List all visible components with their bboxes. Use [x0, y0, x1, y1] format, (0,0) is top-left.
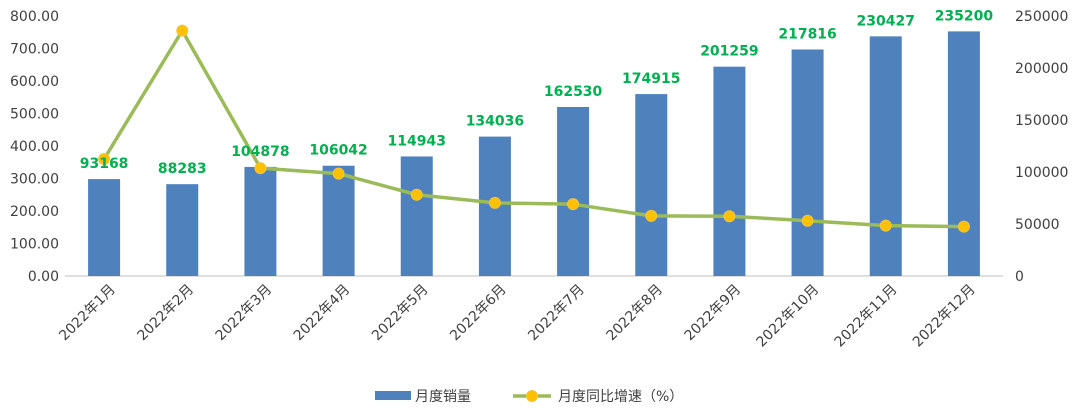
- x-tick-label: 2022年1月: [56, 282, 119, 345]
- bar-data-label: 104878: [231, 144, 289, 160]
- bar: [947, 31, 980, 277]
- left-tick-label: 0.00: [28, 269, 59, 285]
- x-tick-label: 2022年10月: [754, 282, 823, 351]
- right-tick-label: 200000: [1015, 61, 1068, 77]
- left-tick-label: 500.00: [10, 107, 59, 123]
- right-tick-label: 150000: [1015, 113, 1068, 129]
- line-marker: [723, 210, 736, 223]
- bar-series: [88, 31, 980, 277]
- bar: [166, 184, 199, 276]
- x-tick-label: 2022年9月: [682, 282, 745, 345]
- line-marker: [645, 209, 658, 222]
- left-tick-label: 800.00: [10, 9, 59, 25]
- bar-data-label: 217816: [778, 26, 836, 42]
- data-labels: 93168 88283 104878 106042 114943 134036 162530…: [80, 8, 994, 177]
- bar: [791, 49, 824, 276]
- x-tick-label: 2022年6月: [447, 282, 510, 345]
- right-tick-label: 250000: [1015, 9, 1068, 25]
- x-tick-label: 2022年5月: [369, 282, 432, 345]
- bar-data-label: 134036: [466, 114, 524, 130]
- x-axis: 2022年1月 2022年2月 2022年3月 2022年4月 2022年5月 2022年…: [56, 282, 978, 351]
- line-marker: [957, 220, 970, 233]
- line-series: [98, 24, 970, 233]
- line-marker: [176, 24, 189, 37]
- legend: 月度销量 月度同比增速（%）: [375, 389, 683, 405]
- bar-data-label: 174915: [622, 71, 680, 87]
- bar: [713, 66, 746, 276]
- left-tick-label: 300.00: [10, 172, 59, 188]
- left-tick-label: 400.00: [10, 139, 59, 155]
- bar-data-label: 235200: [935, 8, 994, 24]
- line-marker: [332, 167, 345, 180]
- legend-swatch-marker: [526, 390, 538, 402]
- line-marker: [879, 219, 892, 232]
- x-tick-label: 2022年2月: [134, 282, 197, 345]
- bar-data-label: 162530: [544, 84, 603, 100]
- right-axis: 0 50000 100000 150000 200000 250000: [1015, 9, 1068, 285]
- left-tick-label: 700.00: [10, 42, 59, 58]
- x-tick-label: 2022年11月: [832, 282, 901, 351]
- legend-label-bar: 月度销量: [415, 389, 471, 405]
- x-tick-label: 2022年12月: [910, 282, 979, 351]
- x-tick-label: 2022年4月: [291, 282, 354, 345]
- bar: [557, 106, 590, 276]
- line-marker: [254, 162, 267, 175]
- line-marker: [410, 188, 423, 201]
- bar-data-label: 106042: [309, 143, 367, 159]
- bar-data-label: 201259: [700, 44, 758, 60]
- x-tick-label: 2022年8月: [603, 282, 666, 345]
- right-tick-label: 100000: [1015, 165, 1068, 181]
- bar-data-label: 114943: [388, 133, 446, 149]
- left-axis: 0.00 100.00 200.00 300.00 400.00 500.00 600.00…: [10, 9, 59, 285]
- left-tick-label: 200.00: [10, 204, 59, 220]
- bar: [322, 165, 355, 276]
- left-tick-label: 100.00: [10, 237, 59, 253]
- x-tick-label: 2022年3月: [213, 282, 276, 345]
- line-marker: [801, 214, 814, 227]
- bar-data-label: 230427: [857, 13, 915, 29]
- bar: [400, 156, 433, 276]
- line-path: [102, 28, 964, 229]
- x-tick-label: 2022年7月: [525, 282, 588, 345]
- bar-data-label: 88283: [158, 161, 207, 177]
- right-tick-label: 0: [1015, 269, 1024, 285]
- line-marker: [488, 196, 501, 209]
- left-tick-label: 600.00: [10, 74, 59, 90]
- bar: [244, 166, 277, 276]
- bar-data-label: 93168: [80, 156, 129, 172]
- right-tick-label: 50000: [1015, 217, 1060, 233]
- legend-swatch-bar: [375, 391, 411, 400]
- line-marker: [567, 198, 580, 211]
- bar: [635, 94, 668, 276]
- bar: [88, 179, 121, 276]
- line-marker: [98, 153, 111, 165]
- legend-label-line: 月度同比增速（%）: [558, 389, 683, 405]
- bar: [869, 36, 902, 276]
